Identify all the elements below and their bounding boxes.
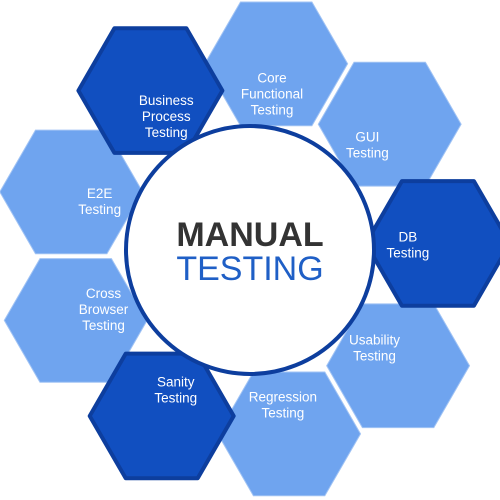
label-line: Testing — [78, 202, 121, 217]
label-line: Regression — [249, 390, 317, 405]
label-e2e-testing: E2E Testing — [78, 186, 121, 217]
label-line: Testing — [154, 391, 197, 406]
label-cross-browser-testing: Cross Browser Testing — [79, 286, 129, 333]
label-line: Testing — [346, 145, 389, 160]
label-line: Testing — [353, 348, 396, 363]
label-line: Functional — [241, 87, 303, 102]
label-line: Usability — [349, 332, 400, 347]
center-title: MANUAL — [176, 216, 323, 254]
label-line: Sanity — [157, 375, 195, 390]
label-db-testing: DB Testing — [387, 230, 430, 261]
label-line: E2E — [87, 186, 113, 201]
label-usability-testing: Usability Testing — [349, 332, 400, 363]
label-line: Cross — [86, 286, 122, 301]
hexagon-db-testing — [363, 179, 500, 308]
label-regression-testing: Regression Testing — [249, 390, 317, 421]
center-circle — [124, 124, 376, 376]
label-business-process-testing: Business Process Testing — [139, 93, 194, 140]
label-gui-testing: GUI Testing — [346, 129, 389, 160]
label-line: Business — [139, 93, 194, 108]
label-line: Testing — [262, 406, 305, 421]
label-core-functional-testing: Core Functional Testing — [241, 71, 303, 118]
label-line: Core — [257, 71, 286, 86]
label-line: GUI — [355, 129, 379, 144]
label-line: Process — [142, 109, 191, 124]
label-line: Testing — [251, 103, 294, 118]
center-hub: MANUAL TESTING — [124, 124, 376, 376]
label-line: Testing — [387, 246, 430, 261]
label-line: Browser — [79, 302, 129, 317]
center-subtitle: TESTING — [176, 250, 323, 288]
label-line: Testing — [82, 318, 125, 333]
label-sanity-testing: Sanity Testing — [154, 375, 197, 406]
label-line: DB — [399, 230, 418, 245]
label-line: Testing — [145, 125, 188, 140]
